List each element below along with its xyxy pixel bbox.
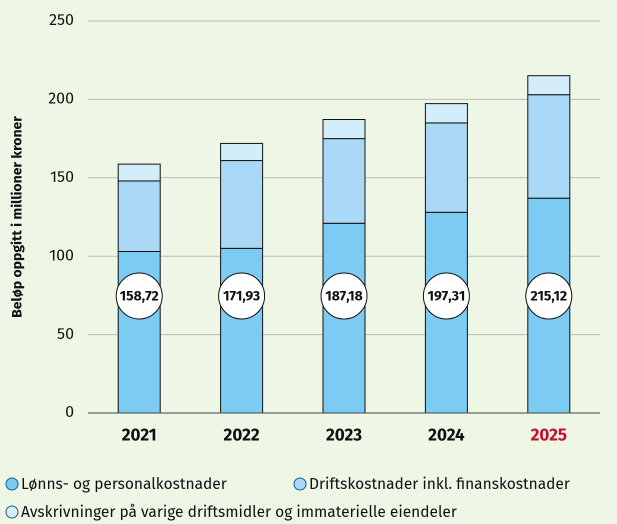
total-label: 171,93 xyxy=(223,288,260,305)
bar-segment xyxy=(220,142,264,162)
total-label: 158,72 xyxy=(120,288,159,305)
bar-segment xyxy=(117,163,161,182)
total-badge xyxy=(218,272,266,320)
legend-label: Lønns- og personalkostnader xyxy=(21,476,227,494)
legend-label: Driftskostnader inkl. finanskostnader xyxy=(309,476,570,494)
bar-segment xyxy=(424,122,468,213)
bar-segment xyxy=(220,160,264,249)
legend-marker xyxy=(5,477,19,491)
bar-segment xyxy=(527,94,571,199)
legend-marker xyxy=(5,505,19,519)
legend-marker xyxy=(293,477,307,491)
x-tick-label: 2025 xyxy=(531,425,567,446)
x-tick-label: 2022 xyxy=(224,425,260,446)
total-badge xyxy=(115,272,163,320)
x-tick-label: 2024 xyxy=(428,425,465,446)
total-badge xyxy=(525,272,573,320)
y-axis-label: Beløp oppgitt i millioner kroner xyxy=(9,116,26,318)
total-badge xyxy=(422,272,470,320)
y-tick-label: 100 xyxy=(49,246,74,265)
y-tick-label: 200 xyxy=(48,90,74,109)
x-tick-label: 2023 xyxy=(326,425,362,446)
total-badge xyxy=(320,272,368,320)
bar-segment xyxy=(424,103,468,124)
total-label: 197,31 xyxy=(428,288,466,305)
y-tick-label: 150 xyxy=(50,168,74,187)
legend-label: Avskrivninger på varige driftsmidler og … xyxy=(21,504,457,522)
y-tick-label: 50 xyxy=(57,325,74,344)
y-tick-label: 250 xyxy=(49,11,74,30)
y-tick-label: 0 xyxy=(65,403,74,422)
x-tick-label: 2021 xyxy=(122,425,157,446)
total-label: 187,18 xyxy=(325,288,363,305)
bar-segment xyxy=(322,138,366,224)
bar-segment xyxy=(527,75,571,96)
bar-segment xyxy=(322,119,366,140)
bar-segment xyxy=(117,180,161,252)
total-label: 215,12 xyxy=(530,288,567,305)
